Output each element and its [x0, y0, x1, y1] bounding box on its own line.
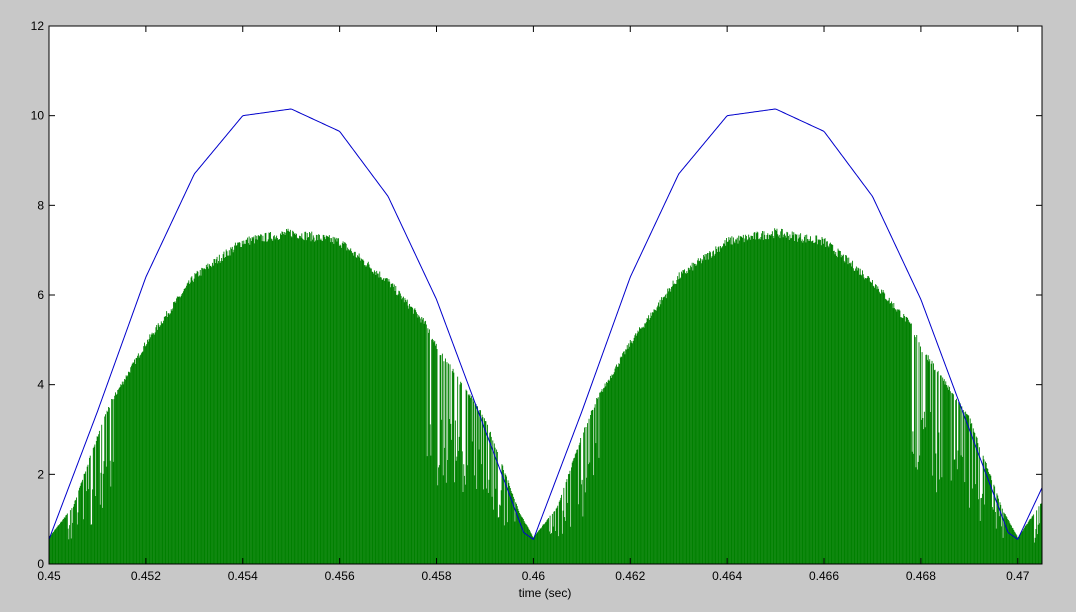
y-tick-label: 6 [37, 288, 44, 302]
series-green-switching [48, 228, 1042, 564]
x-tick-label: 0.456 [325, 569, 355, 583]
x-tick-label: 0.462 [615, 569, 645, 583]
y-tick-label: 4 [37, 378, 44, 392]
x-tick-label: 0.466 [809, 569, 839, 583]
y-axis: 0 2 4 6 8 10 12 [31, 19, 1042, 571]
y-tick-label: 2 [37, 467, 44, 481]
y-tick-label: 10 [31, 109, 45, 123]
y-tick-label: 8 [37, 198, 44, 212]
x-tick-label: 0.458 [421, 569, 451, 583]
x-tick-label: 0.47 [1006, 569, 1030, 583]
x-tick-label: 0.464 [712, 569, 742, 583]
x-axis: 0.45 0.452 0.454 0.456 0.458 0.46 0.462 0.464 0.… [37, 26, 1030, 583]
x-tick-label: 0.468 [906, 569, 936, 583]
y-tick-label: 12 [31, 19, 45, 33]
x-tick-label: 0.452 [131, 569, 161, 583]
x-axis-label: time (sec) [519, 586, 572, 600]
x-tick-label: 0.46 [522, 569, 546, 583]
series-blue-envelope-line [48, 108, 1043, 541]
x-tick-label: 0.454 [228, 569, 258, 583]
y-tick-label: 0 [37, 557, 44, 571]
x-tick-label: 0.45 [37, 569, 61, 583]
